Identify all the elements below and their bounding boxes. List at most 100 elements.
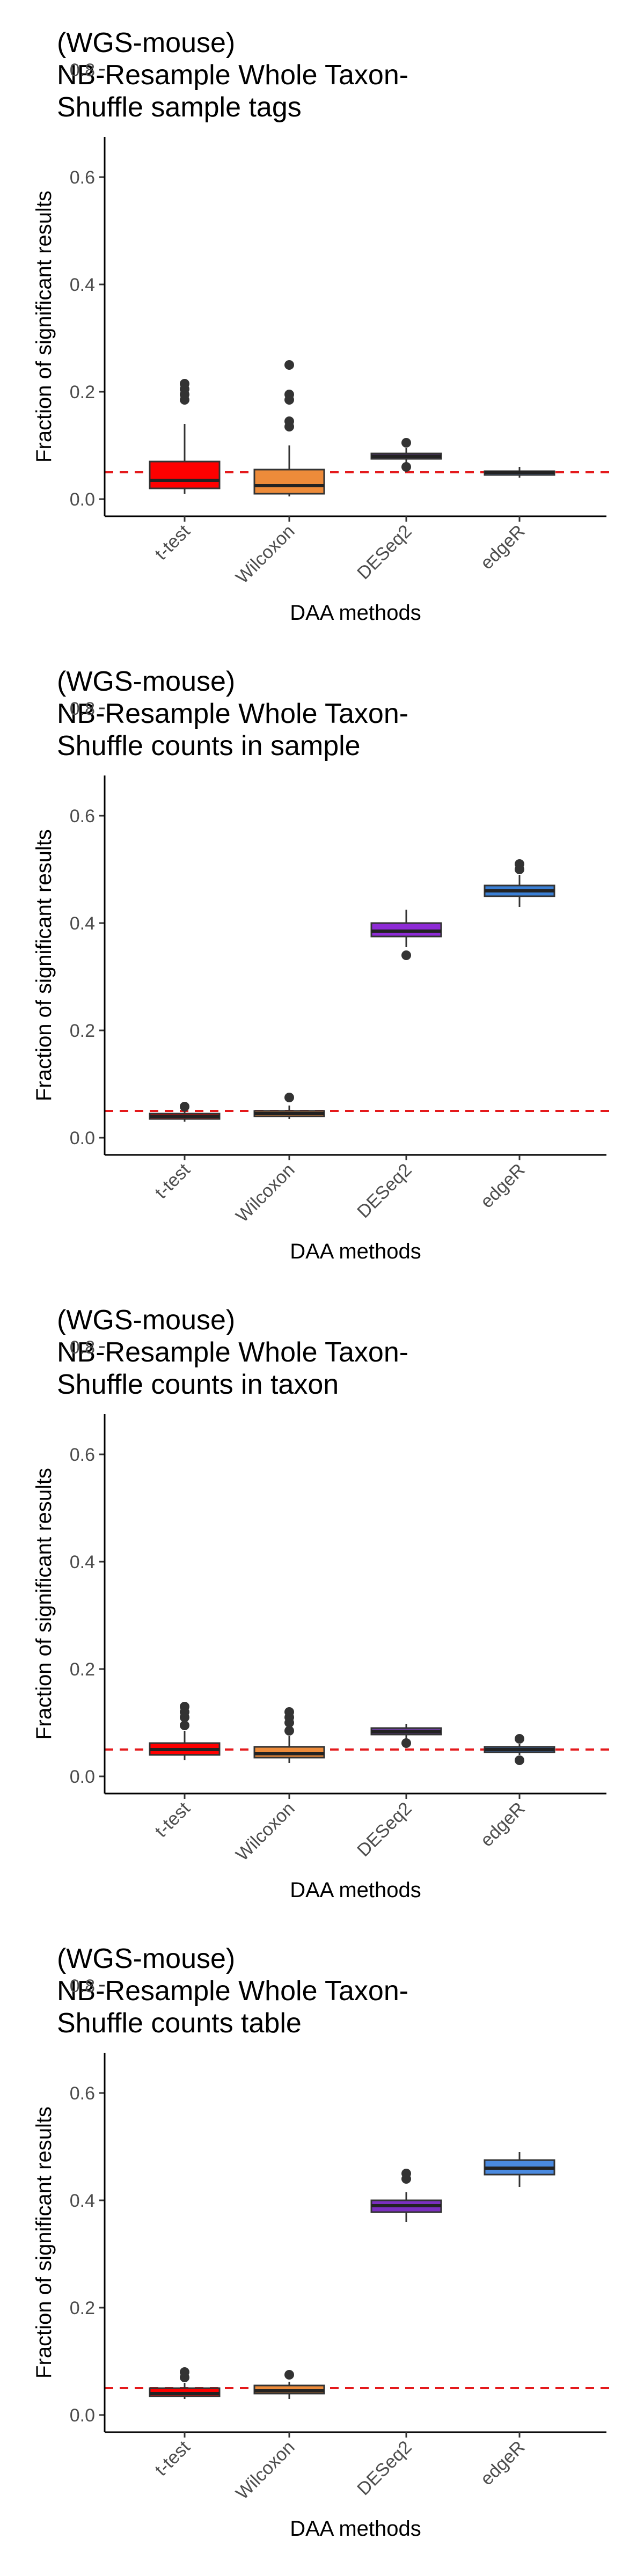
outlier-point xyxy=(515,1734,524,1744)
x-tick-label: t-test xyxy=(151,2436,194,2480)
box-t-test xyxy=(149,1102,221,1122)
y-axis-label: Fraction of significant results xyxy=(32,1468,56,1740)
title-line-3: Shuffle counts in taxon xyxy=(57,1369,339,1400)
box-deseq2 xyxy=(370,438,442,472)
y-tick-label: 0.4 xyxy=(70,913,95,934)
box-edger xyxy=(484,1734,555,1765)
box-edger xyxy=(484,2152,555,2187)
x-tick-label: DESeq2 xyxy=(353,1798,415,1861)
box-wilcoxon xyxy=(253,1093,325,1119)
outlier-point xyxy=(180,2367,189,2377)
title-line-1: (WGS-mouse) xyxy=(57,1305,236,1336)
outlier-point xyxy=(180,1721,189,1730)
x-tick-label: t-test xyxy=(151,521,194,564)
x-axis-label: DAA methods xyxy=(290,601,421,625)
box-deseq2 xyxy=(370,910,442,960)
y-tick-label: 0.2 xyxy=(70,382,95,402)
chart-title: (WGS-mouse) NB-Resample Whole Taxon- Shu… xyxy=(57,1304,408,1401)
outlier-point xyxy=(284,1707,294,1717)
title-line-2: NB-Resample Whole Taxon- xyxy=(57,1975,409,2007)
x-tick-label: Wilcoxon xyxy=(232,2437,298,2504)
y-tick-label: 0.6 xyxy=(70,1445,95,1465)
title-line-3: Shuffle counts table xyxy=(57,2008,302,2039)
box-deseq2 xyxy=(370,1724,442,1748)
boxplot-svg: 0.0 0.2 0.4 0.6 0.8 Fraction of significant r… xyxy=(32,1337,612,1902)
chart-panel-1: (WGS-mouse) NB-Resample Whole Taxon- Shu… xyxy=(0,0,644,644)
x-axis-label: DAA methods xyxy=(290,1240,421,1263)
outlier-point xyxy=(284,360,294,370)
y-tick-label: 0.0 xyxy=(70,2405,95,2426)
y-axis-label: Fraction of significant results xyxy=(32,829,56,1101)
y-tick-label: 0.8 xyxy=(70,60,95,80)
chart-panel-4: (WGS-mouse) NB-Resample Whole Taxon- Shu… xyxy=(0,1916,644,2560)
outlier-point xyxy=(284,2370,294,2380)
chart-title: (WGS-mouse) NB-Resample Whole Taxon- Shu… xyxy=(57,27,408,123)
box-t-test xyxy=(149,2367,221,2399)
y-tick-label: 0.2 xyxy=(70,1659,95,1680)
outlier-point xyxy=(515,859,524,869)
y-tick-label: 0.8 xyxy=(70,699,95,719)
x-tick-label: Wilcoxon xyxy=(232,1160,298,1226)
boxplot-svg: 0.0 0.2 0.4 0.6 0.8 Fraction of significant r… xyxy=(32,1976,612,2541)
box-t-test xyxy=(149,379,221,494)
title-line-1: (WGS-mouse) xyxy=(57,1943,236,1974)
box-edger xyxy=(484,467,555,478)
outlier-point xyxy=(180,379,189,389)
outlier-point xyxy=(401,950,411,960)
chart-title: (WGS-mouse) NB-Resample Whole Taxon- Shu… xyxy=(57,1943,408,2039)
y-tick-label: 0.6 xyxy=(70,806,95,826)
y-tick-label: 0.8 xyxy=(70,1976,95,1996)
outlier-point xyxy=(401,462,411,472)
y-tick-label: 0.4 xyxy=(70,275,95,295)
title-line-1: (WGS-mouse) xyxy=(57,666,236,697)
x-tick-label: Wilcoxon xyxy=(232,521,298,588)
y-axis-label: Fraction of significant results xyxy=(32,2106,56,2379)
x-tick-label: t-test xyxy=(151,1798,194,1841)
x-tick-label: DESeq2 xyxy=(353,1160,415,1222)
y-tick-label: 0.6 xyxy=(70,2083,95,2104)
box-iqr xyxy=(253,469,325,495)
box-edger xyxy=(484,859,555,907)
y-tick-label: 0.2 xyxy=(70,2298,95,2318)
box-wilcoxon xyxy=(253,2370,325,2399)
box-wilcoxon xyxy=(253,1707,325,1763)
title-line-3: Shuffle counts in sample xyxy=(57,730,361,762)
boxplot-svg: 0.0 0.2 0.4 0.6 0.8 Fraction of significant r… xyxy=(32,60,612,625)
y-tick-label: 0.0 xyxy=(70,1767,95,1787)
outlier-point xyxy=(180,1102,189,1111)
outlier-point xyxy=(284,416,294,426)
x-tick-label: DESeq2 xyxy=(353,2437,415,2499)
outlier-point xyxy=(401,438,411,448)
outlier-point xyxy=(515,1755,524,1765)
title-line-1: (WGS-mouse) xyxy=(57,27,236,58)
x-tick-label: DESeq2 xyxy=(353,521,415,583)
x-tick-label: edgeR xyxy=(477,2437,529,2490)
title-line-2: NB-Resample Whole Taxon- xyxy=(57,1337,409,1368)
box-deseq2 xyxy=(370,2169,442,2222)
box-iqr xyxy=(149,460,221,489)
chart-title: (WGS-mouse) NB-Resample Whole Taxon- Shu… xyxy=(57,665,408,762)
outlier-point xyxy=(401,2169,411,2178)
outlier-point xyxy=(401,1738,411,1748)
outlier-point xyxy=(284,390,294,399)
box-t-test xyxy=(149,1702,221,1760)
box-wilcoxon xyxy=(253,360,325,496)
boxplot-svg: 0.0 0.2 0.4 0.6 0.8 Fraction of significant r… xyxy=(32,699,612,1263)
y-tick-label: 0.0 xyxy=(70,489,95,510)
x-tick-label: Wilcoxon xyxy=(232,1798,298,1865)
outlier-point xyxy=(180,1702,189,1711)
chart-panel-2: (WGS-mouse) NB-Resample Whole Taxon- Shu… xyxy=(0,639,644,1283)
title-line-2: NB-Resample Whole Taxon- xyxy=(57,60,409,91)
outlier-point xyxy=(284,1093,294,1102)
x-tick-label: edgeR xyxy=(477,1798,529,1851)
y-axis-label: Fraction of significant results xyxy=(32,191,56,463)
y-tick-label: 0.2 xyxy=(70,1021,95,1041)
y-tick-label: 0.0 xyxy=(70,1128,95,1148)
y-tick-label: 0.4 xyxy=(70,2191,95,2211)
x-axis-label: DAA methods xyxy=(290,1878,421,1902)
outlier-point xyxy=(284,1726,294,1736)
x-tick-label: edgeR xyxy=(477,1160,529,1212)
y-tick-label: 0.8 xyxy=(70,1337,95,1358)
title-line-2: NB-Resample Whole Taxon- xyxy=(57,698,409,729)
chart-panel-3: (WGS-mouse) NB-Resample Whole Taxon- Shu… xyxy=(0,1277,644,1921)
